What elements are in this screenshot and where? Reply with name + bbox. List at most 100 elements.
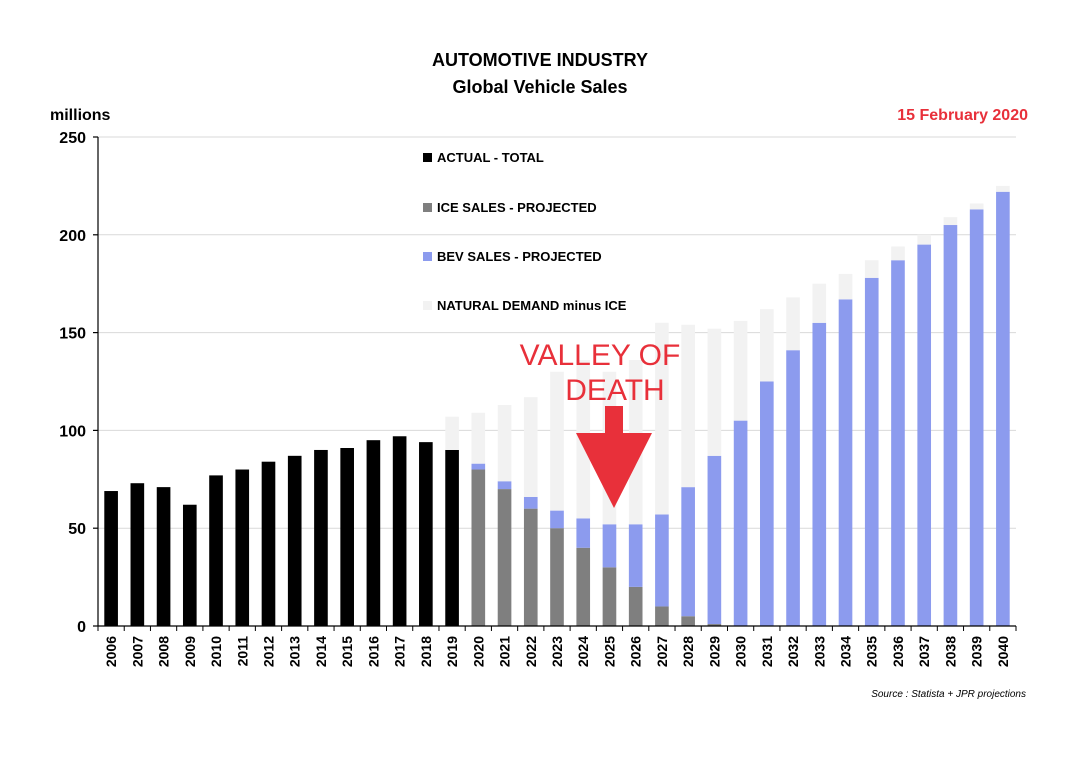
bar-bev-projected: [733, 420, 748, 626]
x-tick-label: 2040: [995, 636, 1011, 667]
bar-bev-projected: [707, 455, 722, 625]
bar-bev-projected: [497, 481, 512, 490]
x-tick-label: 2010: [208, 636, 224, 667]
bar-natural-demand: [891, 246, 905, 261]
bar-bev-projected: [471, 463, 486, 470]
y-axis-unit-label: millions: [50, 107, 111, 124]
bar-bev-projected: [943, 225, 958, 626]
legend-swatch-ice: [423, 203, 432, 212]
bar-actual-total: [156, 487, 171, 626]
x-tick-label: 2014: [313, 636, 329, 667]
x-tick-label: 2029: [706, 636, 722, 667]
bar-bev-projected: [838, 299, 853, 626]
bar-natural-demand: [760, 309, 774, 382]
x-tick-label: 2037: [916, 636, 932, 667]
bar-natural-demand: [917, 234, 932, 245]
x-tick-label: 2017: [392, 636, 408, 667]
bar-natural-demand: [838, 273, 853, 300]
bar-bev-projected: [602, 524, 617, 568]
bar-natural-demand: [864, 260, 879, 278]
bar-ice-projected: [497, 489, 512, 626]
x-tick-label: 2016: [365, 636, 381, 667]
legend: ACTUAL - TOTAL ICE SALES - PROJECTED BEV S…: [423, 150, 627, 313]
bar-bev-projected: [917, 244, 932, 626]
x-tick-label: 2020: [470, 636, 486, 667]
x-tick-label: 2023: [549, 636, 565, 667]
x-tick-label: 2031: [759, 636, 775, 667]
x-tick-label: 2028: [680, 636, 696, 667]
bar-actual-total: [419, 442, 433, 626]
bar-bev-projected: [628, 524, 643, 587]
bar-bev-projected: [812, 322, 827, 626]
x-tick-label: 2032: [785, 636, 801, 667]
bar-ice-projected: [471, 469, 486, 626]
x-tick-labels: 2006 2007 2008 2009 2010 2011 2012 2013 2014 2015…: [103, 636, 1011, 667]
bar-natural-demand: [497, 404, 512, 482]
bar-actual-total: [445, 449, 459, 626]
bar-actual-total: [314, 449, 328, 626]
bar-natural-demand: [655, 322, 669, 515]
bar-natural-demand: [969, 203, 984, 210]
x-tick-label: 2030: [733, 636, 749, 667]
bar-natural-demand: [707, 328, 722, 456]
down-arrow-icon: [576, 406, 652, 508]
bar-ice-projected: [628, 586, 643, 626]
y-tick-label: 0: [77, 619, 86, 636]
x-tick-label: 2007: [129, 636, 145, 667]
chart-date: 15 February 2020: [897, 107, 1028, 124]
bar-actual-total: [209, 475, 223, 626]
bar-natural-demand: [786, 297, 800, 351]
bar-bev-projected: [996, 191, 1010, 626]
x-tick-label: 2012: [260, 636, 276, 667]
bar-bev-projected: [576, 518, 591, 548]
bar-natural-demand: [733, 320, 748, 421]
y-tick-label: 100: [59, 423, 86, 440]
bar-ice-projected: [602, 567, 617, 626]
x-tick-label: 2019: [444, 636, 460, 667]
chart-title: AUTOMOTIVE INDUSTRY: [432, 50, 648, 70]
x-tick-label: 2011: [234, 636, 250, 667]
bar-natural-demand: [812, 283, 827, 323]
x-tick-label: 2008: [156, 636, 172, 667]
bar-actual-total: [340, 448, 354, 626]
bar-bev-projected: [864, 277, 879, 626]
annotation-line-2: DEATH: [565, 374, 664, 407]
x-tick-label: 2025: [601, 636, 617, 667]
legend-label-bev: BEV SALES - PROJECTED: [437, 249, 602, 264]
y-tick-label: 200: [59, 228, 86, 245]
bar-natural-demand: [523, 397, 538, 497]
bar-actual-total: [235, 469, 250, 626]
chart-subtitle: Global Vehicle Sales: [452, 77, 627, 97]
x-tick-label: 2038: [942, 636, 958, 667]
legend-swatch-actual: [423, 153, 432, 162]
x-tick-label: 2009: [182, 636, 198, 667]
bar-natural-demand: [943, 217, 958, 226]
bar-natural-demand: [681, 324, 695, 488]
bar-ice-projected: [707, 624, 722, 626]
axes: [93, 136, 1017, 631]
x-tick-label: 2015: [339, 636, 355, 667]
y-tick-labels: 0 50 100 150 200 250: [59, 130, 86, 636]
x-tick-label: 2013: [287, 636, 303, 667]
bar-actual-total: [366, 440, 381, 626]
bar-ice-projected: [576, 547, 591, 626]
bar-ice-projected: [655, 606, 669, 626]
valley-of-death-annotation: VALLEY OF DEATH: [520, 339, 680, 508]
y-tick-label: 250: [59, 130, 86, 147]
legend-label-natural: NATURAL DEMAND minus ICE: [437, 298, 627, 313]
x-tick-label: 2039: [969, 636, 985, 667]
x-tick-label: 2022: [523, 636, 539, 667]
bar-ice-projected: [550, 528, 564, 626]
x-tick-label: 2024: [575, 636, 591, 667]
x-tick-label: 2036: [890, 636, 906, 667]
y-tick-label: 150: [59, 326, 86, 343]
legend-label-actual: ACTUAL - TOTAL: [437, 150, 544, 165]
bar-ice-projected: [523, 508, 538, 626]
bar-natural-demand: [445, 416, 459, 450]
bar-bev-projected: [786, 350, 800, 626]
bar-actual-total: [261, 461, 276, 626]
legend-label-ice: ICE SALES - PROJECTED: [437, 200, 597, 215]
bar-natural-demand: [996, 185, 1010, 192]
bar-actual-total: [392, 436, 407, 626]
chart-source: Source : Statista + JPR projections: [871, 689, 1026, 700]
